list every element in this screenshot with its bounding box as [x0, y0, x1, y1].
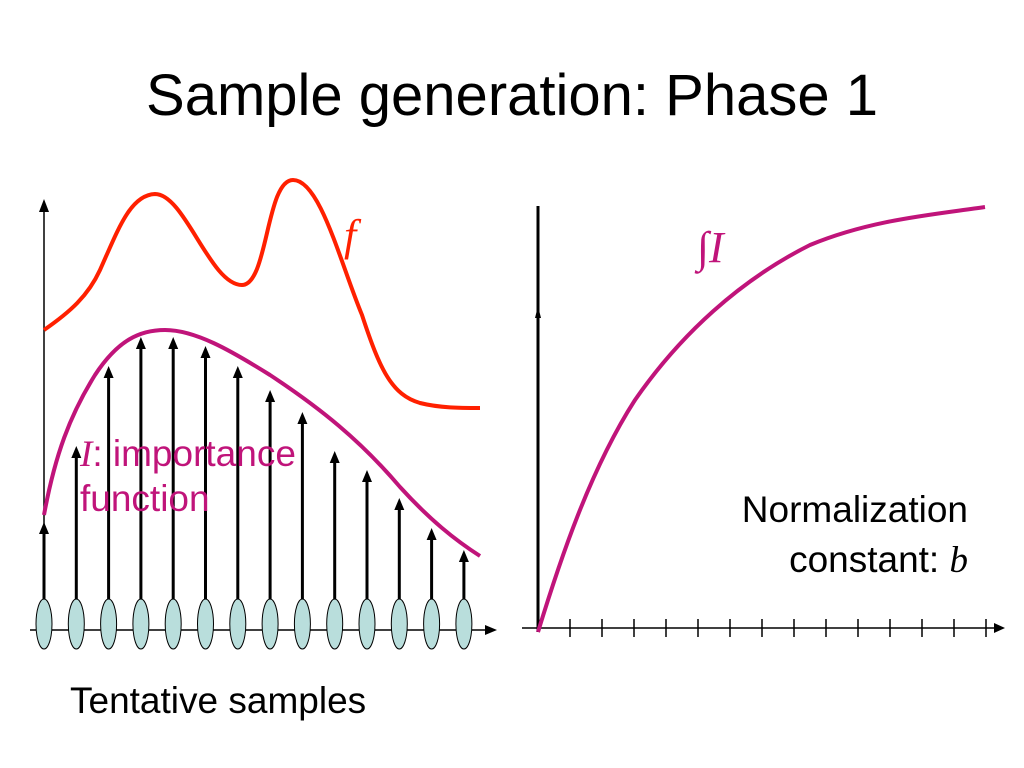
- sample-point: [423, 598, 441, 650]
- tentative-samples: [35, 337, 473, 650]
- sample-arrowhead: [168, 337, 179, 349]
- sample-arrowhead: [232, 366, 243, 378]
- importance-symbol: I: [80, 434, 93, 475]
- integral-curve: [536, 205, 986, 633]
- importance-label-line2: function: [80, 478, 210, 519]
- normalization-caption: Normalization constant: b: [648, 485, 968, 586]
- sample-point: [197, 598, 214, 650]
- normalization-symbol: b: [949, 540, 969, 581]
- normalization-caption-text: constant:: [789, 539, 950, 580]
- left-axes: [30, 199, 497, 635]
- sample-point: [390, 598, 408, 650]
- sample-arrowhead: [362, 470, 372, 482]
- sample-arrowhead: [394, 498, 405, 510]
- sample-arrowhead: [71, 446, 82, 458]
- right-x-axis-arrowhead: [994, 623, 1005, 633]
- importance-function-label: I: importance function: [80, 432, 296, 521]
- importance-label-line1: I: importance: [80, 432, 296, 477]
- sample-point: [132, 598, 150, 650]
- normalization-caption-line2: constant: b: [648, 535, 968, 586]
- sample-arrowhead: [200, 346, 211, 358]
- normalization-caption-line1: Normalization: [741, 489, 968, 530]
- sample-point: [455, 598, 473, 650]
- sample-point: [164, 598, 182, 650]
- tentative-samples-caption: Tentative samples: [70, 680, 367, 721]
- integral-label: ∫I: [697, 223, 724, 272]
- sample-point: [35, 598, 53, 650]
- sample-arrowhead: [265, 390, 276, 402]
- f-label: f: [344, 211, 357, 260]
- sample-arrowhead: [426, 528, 437, 540]
- left-x-axis-arrowhead: [485, 625, 497, 635]
- sample-point: [261, 598, 279, 650]
- sample-point: [67, 598, 85, 650]
- sample-point: [293, 598, 311, 650]
- right-axes: [522, 206, 1005, 637]
- right-x-ticks: [569, 619, 987, 637]
- sample-arrowhead: [39, 522, 49, 534]
- left-y-axis-arrowhead: [39, 199, 49, 212]
- f-curve: [42, 177, 481, 410]
- sample-point: [100, 598, 118, 650]
- sample-arrowhead: [297, 412, 308, 424]
- slide-title: Sample generation: Phase 1: [146, 63, 878, 128]
- sample-arrowhead: [329, 451, 340, 463]
- sample-arrowhead: [458, 550, 469, 562]
- sample-point: [326, 598, 344, 650]
- right-y-axis-arrowhead: [535, 306, 541, 318]
- sample-arrowhead: [135, 337, 146, 349]
- sample-point: [229, 598, 247, 650]
- sample-point: [358, 598, 376, 650]
- sample-arrowhead: [103, 366, 114, 378]
- importance-label-text: : importance: [92, 433, 296, 474]
- importance-curve: [42, 327, 482, 558]
